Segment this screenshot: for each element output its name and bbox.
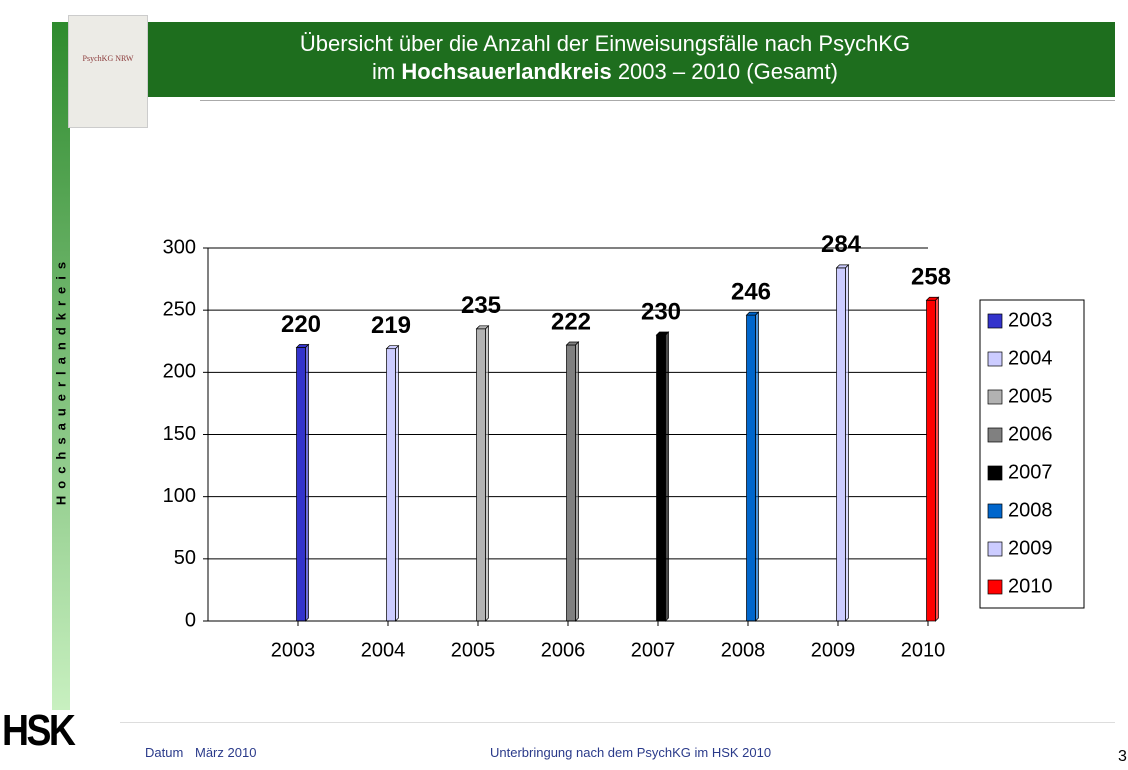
legend-label: 2008 xyxy=(1008,499,1053,521)
y-tick-label: 300 xyxy=(163,236,196,258)
bar-side xyxy=(666,332,669,621)
legend-label: 2007 xyxy=(1008,461,1053,483)
bar xyxy=(837,268,846,621)
bar xyxy=(927,300,936,621)
bar xyxy=(567,345,576,621)
footer-rule xyxy=(120,722,1115,723)
footer-label: Datum xyxy=(145,745,183,760)
logo: HSK xyxy=(2,706,73,756)
legend-label: 2004 xyxy=(1008,347,1053,369)
value-label: 230 xyxy=(641,298,681,325)
legend-label: 2009 xyxy=(1008,537,1053,559)
bar xyxy=(387,349,396,621)
bar-side xyxy=(846,265,849,621)
value-label: 246 xyxy=(731,278,771,305)
legend-label: 2006 xyxy=(1008,423,1053,445)
footer-center: Unterbringung nach dem PsychKG im HSK 20… xyxy=(490,745,771,760)
bar-side xyxy=(756,312,759,621)
legend-label: 2003 xyxy=(1008,309,1053,331)
chart: 0 50 100 150 200 250 300 2003 2004 2005 2006 2007 20… xyxy=(0,0,1128,770)
slide: Hochsauerlandkreis PsychKG NRW Übersicht… xyxy=(0,0,1128,770)
legend-label: 2005 xyxy=(1008,385,1053,407)
x-tick-label: 2005 xyxy=(451,639,496,661)
x-tick-label: 2004 xyxy=(361,639,406,661)
bar xyxy=(747,315,756,621)
bar-side xyxy=(396,346,399,621)
legend-swatch xyxy=(988,504,1002,518)
x-tick-label: 2007 xyxy=(631,639,676,661)
value-label: 284 xyxy=(821,231,862,258)
legend-box xyxy=(980,300,1084,608)
value-label: 222 xyxy=(551,308,591,335)
x-tick-label: 2009 xyxy=(811,639,856,661)
bar xyxy=(297,347,306,621)
bar xyxy=(477,329,486,621)
value-label: 235 xyxy=(461,292,501,319)
legend-swatch xyxy=(988,428,1002,442)
y-tick-label: 0 xyxy=(185,609,196,631)
x-tick-label: 2008 xyxy=(721,639,766,661)
x-tick-label: 2003 xyxy=(271,639,316,661)
y-tick-label: 200 xyxy=(163,361,196,383)
value-label: 219 xyxy=(371,312,411,339)
legend-swatch xyxy=(988,580,1002,594)
y-tick-label: 50 xyxy=(174,547,196,569)
y-tick-label: 150 xyxy=(163,423,196,445)
y-tick-label: 100 xyxy=(163,485,196,507)
bar-side xyxy=(486,326,489,621)
bar-side xyxy=(936,297,939,621)
bar-side xyxy=(576,342,579,621)
x-tick-label: 2010 xyxy=(901,639,946,661)
y-tick-label: 250 xyxy=(163,298,196,320)
value-label: 220 xyxy=(281,311,321,338)
bar xyxy=(657,335,666,621)
footer-date: März 2010 xyxy=(195,745,256,760)
legend-swatch xyxy=(988,352,1002,366)
legend-swatch xyxy=(988,466,1002,480)
legend-swatch xyxy=(988,314,1002,328)
bar-side xyxy=(306,344,309,621)
legend-label: 2010 xyxy=(1008,575,1053,597)
legend-swatch xyxy=(988,542,1002,556)
value-label: 258 xyxy=(911,264,951,291)
x-tick-label: 2006 xyxy=(541,639,586,661)
page-number: 3 xyxy=(1118,748,1127,766)
legend-swatch xyxy=(988,390,1002,404)
